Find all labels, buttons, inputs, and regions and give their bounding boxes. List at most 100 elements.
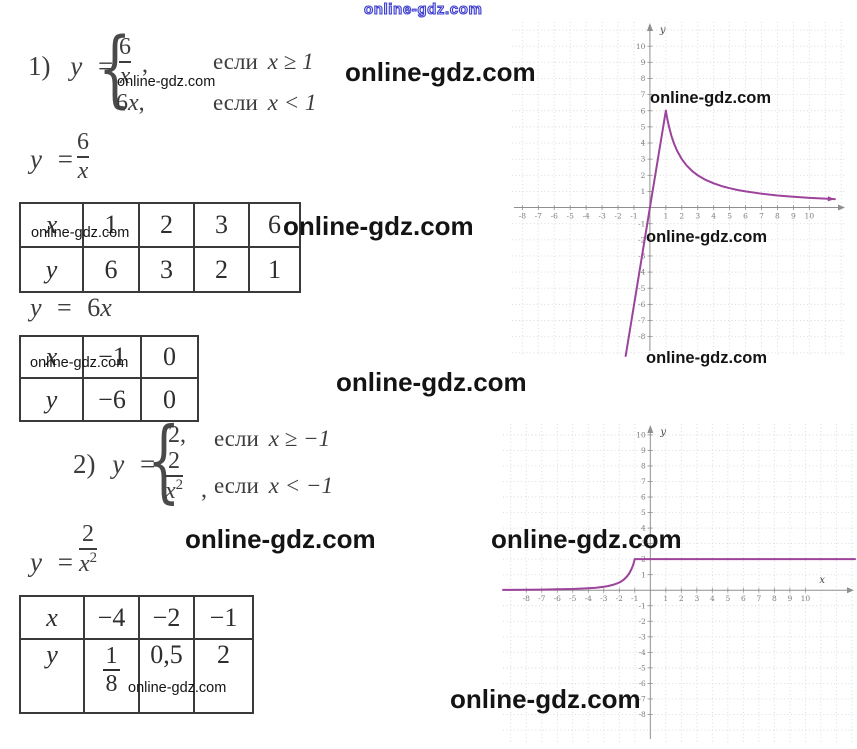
table-cell: 1 <box>82 202 140 248</box>
if-word: если <box>213 49 258 74</box>
formula-fraction: 6 x <box>77 129 89 185</box>
condition-expr: x ≥ 1 <box>267 49 314 74</box>
graph-piecewise-1: -8 -7 -6 -5 -4 -3 -2 -1 1 2 3 4 5 6 7 8 9 10-8-7-6-5-4-3-… <box>512 22 846 357</box>
case1-comma: , <box>142 52 148 78</box>
variable-x: x <box>100 293 112 322</box>
fraction-denominator: x <box>77 158 89 185</box>
svg-text:7: 7 <box>756 594 761 603</box>
svg-text:-6: -6 <box>554 594 562 603</box>
svg-text:-4: -4 <box>639 648 647 657</box>
watermark: online-gdz.com <box>128 680 227 696</box>
svg-text:3: 3 <box>694 594 699 603</box>
table-cell: 3 <box>138 246 195 293</box>
watermark: online-gdz.com <box>646 349 767 367</box>
svg-text:-5: -5 <box>567 212 575 221</box>
formula-fraction: 2 x2 <box>79 521 98 578</box>
svg-text:-7: -7 <box>639 695 647 704</box>
piecewise-2-lhs: 2) y = <box>73 449 155 480</box>
piecewise-2-brace: { <box>147 407 181 514</box>
svg-text:-8: -8 <box>519 212 527 221</box>
equals-sign: = <box>139 449 156 479</box>
problem-2-index: 2) <box>73 449 96 479</box>
if-word: если <box>213 90 258 115</box>
fraction-denominator: x <box>119 63 131 90</box>
svg-text:-3: -3 <box>600 594 608 603</box>
piecewise-1-brace: { <box>98 18 132 118</box>
svg-text:10: 10 <box>805 212 815 221</box>
svg-text:-6: -6 <box>639 679 647 688</box>
svg-text:3: 3 <box>641 155 646 164</box>
svg-text:3: 3 <box>641 539 646 548</box>
svg-text:-6: -6 <box>638 300 646 309</box>
condition-expr: x < −1 <box>268 473 334 498</box>
svg-text:-1: -1 <box>639 601 646 610</box>
table-cell: 6 <box>248 202 301 248</box>
svg-text:7: 7 <box>759 212 764 221</box>
exponent: 2 <box>89 550 98 567</box>
condition-expr: x ≥ −1 <box>268 426 331 451</box>
svg-text:1: 1 <box>641 187 646 196</box>
svg-text:-8: -8 <box>639 710 647 719</box>
svg-text:4: 4 <box>641 139 646 148</box>
table-cell: 2 <box>138 202 195 248</box>
svg-text:6: 6 <box>641 493 646 502</box>
svg-text:9: 9 <box>641 446 646 455</box>
fraction-numerator: 6 <box>119 34 131 60</box>
table-cell: y <box>19 377 84 422</box>
var-y: y <box>30 547 42 577</box>
svg-text:6: 6 <box>743 212 748 221</box>
svg-text:8: 8 <box>641 462 646 471</box>
case1-expression: 2, <box>168 422 186 449</box>
svg-text:y: y <box>659 25 666 36</box>
svg-text:5: 5 <box>725 594 730 603</box>
svg-text:-2: -2 <box>638 235 646 244</box>
variable-x: x <box>128 90 139 116</box>
variable-x: x <box>79 551 90 578</box>
constant: 2 <box>168 422 180 448</box>
svg-text:-8: -8 <box>523 594 531 603</box>
fraction-bar <box>103 669 120 672</box>
fraction-numerator: 6 <box>77 129 89 155</box>
svg-text:2: 2 <box>641 171 646 180</box>
table-cell: y <box>19 638 85 714</box>
svg-text:-6: -6 <box>551 212 559 221</box>
svg-text:8: 8 <box>641 74 646 83</box>
table-cell: y <box>19 246 84 293</box>
fraction-bar <box>79 548 98 551</box>
svg-text:7: 7 <box>641 90 646 99</box>
svg-text:1: 1 <box>641 570 646 579</box>
svg-text:-2: -2 <box>614 212 622 221</box>
table-cell: −2 <box>138 595 195 640</box>
svg-text:-1: -1 <box>630 212 637 221</box>
svg-text:6: 6 <box>641 106 646 115</box>
svg-text:6: 6 <box>741 594 746 603</box>
coefficient: 6 <box>87 293 101 322</box>
table-cell: −1 <box>82 335 142 379</box>
svg-text:5: 5 <box>641 508 646 517</box>
if-word: если <box>214 473 259 498</box>
fraction-numerator: 1 <box>105 643 118 669</box>
fraction-numerator: 2 <box>82 521 95 547</box>
table-cell: 3 <box>193 202 250 248</box>
svg-text:9: 9 <box>791 212 796 221</box>
equals-sign: = <box>57 293 72 322</box>
formula-y-6x: y = 6x <box>30 293 112 323</box>
svg-text:-1: -1 <box>631 594 638 603</box>
coefficient: 6 <box>116 90 128 116</box>
var-y: y <box>30 144 42 174</box>
table-cell: 2 <box>193 246 250 293</box>
svg-text:5: 5 <box>641 122 646 131</box>
watermark: online-gdz.com <box>31 225 130 241</box>
value-table-1: x 1 2 3 6 y 6 3 2 1 <box>19 202 301 293</box>
svg-text:10: 10 <box>636 430 646 439</box>
case1-fraction: 6 x <box>119 34 131 90</box>
svg-text:9: 9 <box>641 58 646 67</box>
watermark: online-gdz.com <box>336 367 527 397</box>
svg-text:7: 7 <box>641 477 646 486</box>
case2-condition: если x < 1 <box>213 90 317 116</box>
formula-y-2-over-x2: y = <box>30 547 73 578</box>
watermark-top: online-gdz.com <box>363 0 483 18</box>
table-cell: −4 <box>83 595 140 640</box>
svg-text:2: 2 <box>679 212 684 221</box>
